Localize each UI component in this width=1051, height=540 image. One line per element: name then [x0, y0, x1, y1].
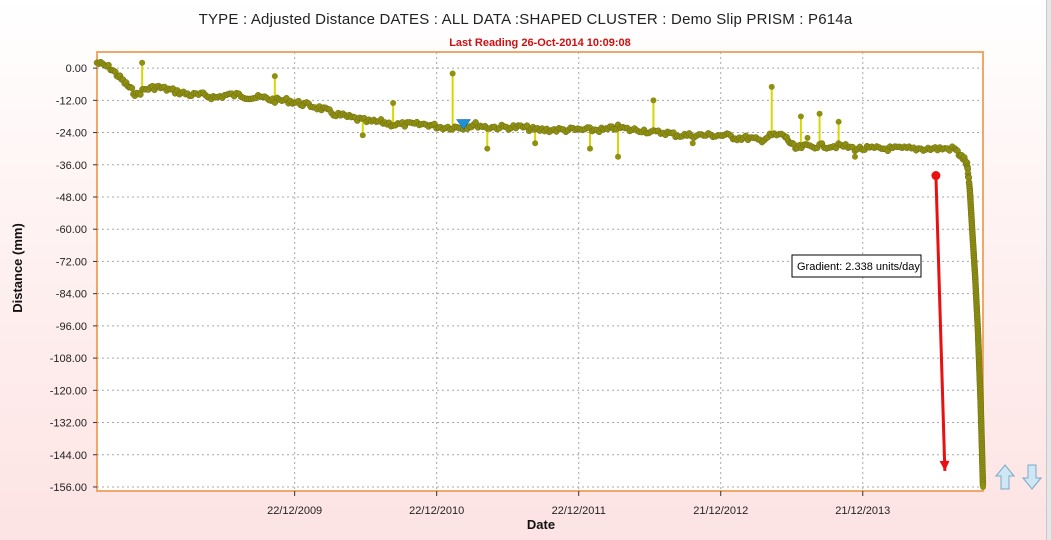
- spike-point: [615, 153, 622, 160]
- y-tick-label: -24.00: [56, 128, 87, 140]
- spike-point: [689, 140, 696, 147]
- x-axis-label: Date: [527, 517, 555, 532]
- y-axis-label: Distance (mm): [10, 223, 25, 313]
- spike-point: [797, 113, 804, 120]
- last-reading-label: Last Reading 26-Oct-2014 10:09:08: [449, 37, 631, 49]
- gradient-annotation-text: Gradient: 2.338 units/day: [797, 261, 920, 273]
- spike-point: [139, 59, 146, 66]
- plot-frame: [96, 51, 984, 492]
- y-tick-label: -144.00: [50, 450, 87, 462]
- y-tick-label: -12.00: [56, 95, 87, 107]
- overlay-layer: [456, 119, 950, 471]
- y-tick-label: -36.00: [56, 160, 87, 172]
- y-tick-label: -156.00: [50, 482, 87, 494]
- spike-point: [271, 73, 278, 80]
- spike-point: [449, 70, 456, 77]
- spike-point: [532, 140, 539, 147]
- y-tick-label: -60.00: [56, 224, 87, 236]
- spike-point: [359, 132, 366, 139]
- trend-line-start: [931, 171, 941, 181]
- y-tick-label: -108.00: [50, 353, 87, 365]
- trend-line: [934, 175, 947, 471]
- y-tick-label: 0.00: [66, 63, 87, 75]
- scroll-down-button[interactable]: [1021, 463, 1043, 491]
- y-tick-label: -132.00: [50, 418, 87, 430]
- spike-point: [484, 145, 491, 152]
- spike-point: [768, 83, 775, 90]
- spike-point: [587, 145, 594, 152]
- event-marker-icon: [456, 119, 472, 130]
- x-tick-label: 21/12/2013: [835, 505, 890, 517]
- spike-point: [851, 153, 858, 160]
- x-tick-label: 22/12/2009: [267, 505, 322, 517]
- arrow-down-icon: [1021, 464, 1043, 490]
- spike-point: [650, 97, 657, 104]
- y-axis: 0.00 -12.00 -24.00 -36.00 -48.00 -60.00 -72.00…: [50, 63, 97, 494]
- y-tick-label: -48.00: [56, 192, 87, 204]
- scroll-up-button[interactable]: [994, 463, 1016, 491]
- trend-arrowhead-icon: [939, 460, 950, 471]
- y-tick-label: -72.00: [56, 256, 87, 268]
- spike-point: [835, 118, 842, 125]
- spike-point: [390, 100, 397, 107]
- y-tick-label: -120.00: [50, 385, 87, 397]
- x-axis: 22/12/2009 22/12/2010 22/12/2011 21/12/2012…: [267, 491, 890, 517]
- data-point: [980, 483, 986, 490]
- spike-point: [816, 110, 823, 117]
- gradient-annotation: Gradient: 2.338 units/day: [791, 254, 922, 278]
- series-layer: [93, 58, 987, 490]
- y-tick-label: -96.00: [56, 321, 87, 333]
- window-edge: [1046, 0, 1051, 540]
- x-tick-label: 22/12/2011: [552, 505, 606, 517]
- chart-title: TYPE : Adjusted Distance DATES : ALL DAT…: [198, 11, 853, 28]
- x-tick-label: 22/12/2010: [409, 505, 464, 517]
- spike-point: [804, 134, 811, 141]
- arrow-up-icon: [994, 464, 1016, 490]
- x-tick-label: 21/12/2012: [693, 505, 748, 517]
- data-point: [128, 84, 136, 92]
- y-tick-label: -84.00: [56, 289, 87, 301]
